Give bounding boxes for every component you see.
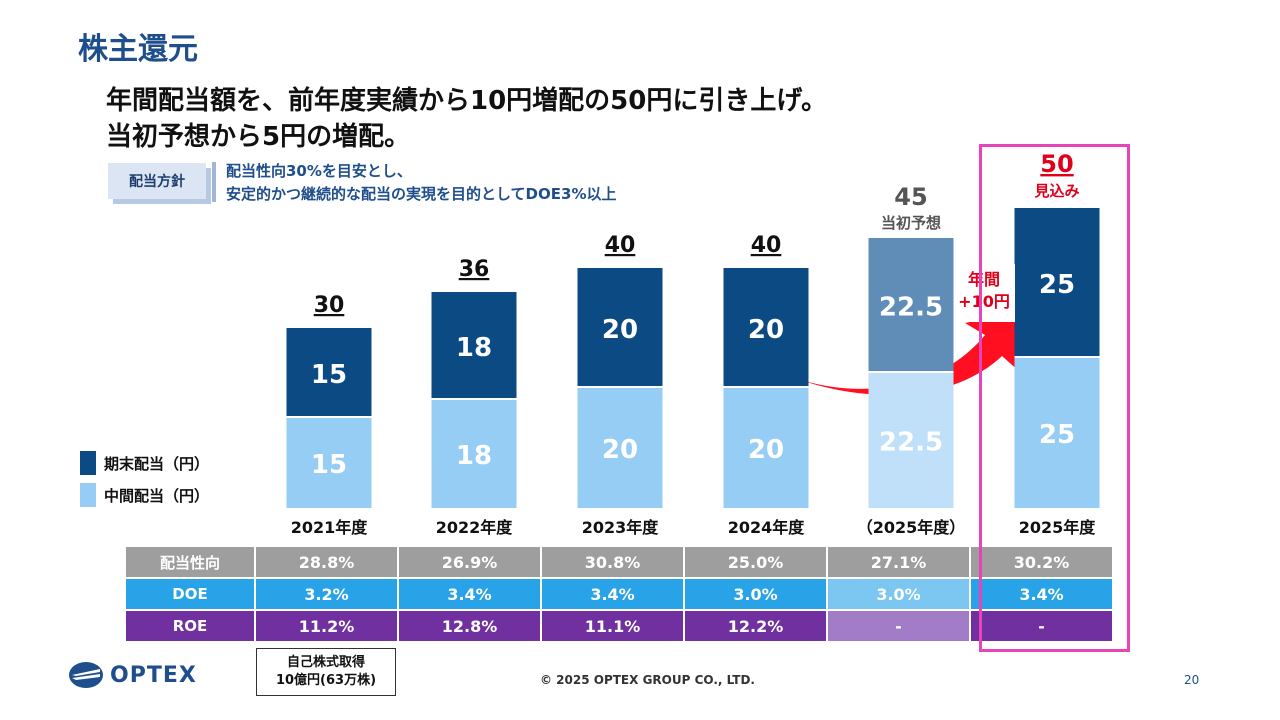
bar-final — [431, 292, 517, 398]
table-cell: - — [828, 611, 969, 641]
page-title: 株主還元 — [78, 32, 198, 67]
table-cell: 3.4% — [542, 579, 683, 609]
annotation-line-1: 年間 — [968, 270, 1000, 289]
table-row-doe: DOE 3.2% 3.4% 3.4% 3.0% 3.0% 3.4% — [126, 579, 1112, 609]
bar-final — [1014, 208, 1100, 356]
total-label: 30 — [314, 293, 345, 318]
data-label-interim: 18 — [456, 441, 492, 471]
category-label: 2021年度 — [291, 518, 369, 537]
metrics-table: 配当性向 28.8% 26.9% 30.8% 25.0% 27.1% 30.2%… — [124, 545, 1114, 643]
table-cell: 26.9% — [399, 547, 540, 577]
legend-item-interim: 中間配当（円） — [80, 483, 209, 507]
table-cell: 30.2% — [971, 547, 1112, 577]
row-label-payout: 配当性向 — [126, 547, 254, 577]
bar-interim — [868, 373, 954, 508]
data-label-interim: 25 — [1039, 420, 1075, 450]
buyback-note: 自己株式取得 10億円(63万株) — [256, 648, 396, 696]
table-cell: 30.8% — [542, 547, 683, 577]
data-label-final: 20 — [602, 315, 638, 345]
buyback-line-1: 自己株式取得 — [286, 655, 365, 670]
data-label-interim: 20 — [602, 435, 638, 465]
table-cell: 3.2% — [256, 579, 397, 609]
legend-swatch-final — [80, 451, 96, 475]
logo-text: OPTEX — [110, 662, 197, 688]
total-label: 50 — [1040, 150, 1073, 178]
table-cell: 27.1% — [828, 547, 969, 577]
bar-final — [286, 328, 372, 416]
total-label: 45 — [894, 183, 927, 211]
bar-interim — [431, 400, 517, 508]
page-number: 20 — [1184, 673, 1200, 687]
company-logo: OPTEX — [68, 660, 197, 690]
total-note: 見込み — [1033, 182, 1079, 200]
logo-mark-icon — [69, 662, 103, 688]
category-label: 2025年度 — [1019, 518, 1097, 537]
row-label-doe: DOE — [126, 579, 254, 609]
table-cell: 3.0% — [828, 579, 969, 609]
policy-line-1: 配当性向30%を目安とし、 — [226, 162, 412, 180]
table-cell: 11.2% — [256, 611, 397, 641]
bar-interim — [286, 418, 372, 508]
bar-interim — [723, 388, 809, 508]
data-label-final: 22.5 — [879, 293, 943, 323]
data-label-interim: 20 — [748, 435, 784, 465]
bar-interim — [577, 388, 663, 508]
bar-final — [723, 268, 809, 386]
copyright: © 2025 OPTEX GROUP CO., LTD. — [540, 673, 755, 687]
category-label: 2022年度 — [436, 518, 514, 537]
data-label-interim: 22.5 — [879, 428, 943, 458]
table-cell: 3.0% — [685, 579, 826, 609]
highlight-frame-2025 — [979, 144, 1130, 652]
policy-label: 配当方針 — [108, 163, 206, 199]
legend-item-final: 期末配当（円） — [80, 451, 209, 475]
bar-interim — [1014, 358, 1100, 508]
policy-line-2: 安定的かつ継続的な配当の実現を目的としてDOE3%以上 — [226, 185, 617, 203]
legend-label-interim: 中間配当（円） — [104, 486, 210, 505]
category-label: （2025年度） — [857, 518, 966, 537]
legend-swatch-interim — [80, 483, 96, 507]
data-label-final: 15 — [311, 360, 347, 390]
data-label-final: 25 — [1039, 270, 1075, 300]
bar-final — [577, 268, 663, 386]
total-label: 40 — [751, 233, 782, 258]
table-cell: 3.4% — [399, 579, 540, 609]
bar-final — [868, 238, 954, 371]
table-cell: 12.2% — [685, 611, 826, 641]
data-label-interim: 15 — [311, 450, 347, 480]
table-cell: 11.1% — [542, 611, 683, 641]
table-cell: - — [971, 611, 1112, 641]
data-label-final: 20 — [748, 315, 784, 345]
headline-line-2: 当初予想から5円の増配。 — [106, 122, 411, 152]
increase-arrow — [795, 310, 1028, 395]
headline-line-1: 年間配当額を、前年度実績から10円増配の50円に引き上げ。 — [106, 86, 828, 116]
category-label: 2023年度 — [582, 518, 660, 537]
row-label-roe: ROE — [126, 611, 254, 641]
total-label: 36 — [459, 257, 490, 282]
table-row-payout: 配当性向 28.8% 26.9% 30.8% 25.0% 27.1% 30.2% — [126, 547, 1112, 577]
table-row-roe: ROE 11.2% 12.8% 11.1% 12.2% - - — [126, 611, 1112, 641]
legend-label-final: 期末配当（円） — [104, 454, 210, 473]
annotation-background — [955, 264, 1015, 322]
table-cell: 28.8% — [256, 547, 397, 577]
annotation-line-2: +10円 — [958, 292, 1010, 311]
category-label: 2024年度 — [728, 518, 806, 537]
table-cell: 25.0% — [685, 547, 826, 577]
policy-divider — [212, 162, 216, 202]
table-cell: 12.8% — [399, 611, 540, 641]
total-note: 当初予想 — [881, 214, 941, 232]
data-label-final: 18 — [456, 333, 492, 363]
table-cell: 3.4% — [971, 579, 1112, 609]
dividend-chart: 15 15 2021年度 30 18 18 2022年度 36 20 20 2023年度 40 20 20… — [286, 150, 1100, 537]
total-label: 40 — [605, 233, 636, 258]
buyback-line-2: 10億円(63万株) — [275, 673, 377, 688]
